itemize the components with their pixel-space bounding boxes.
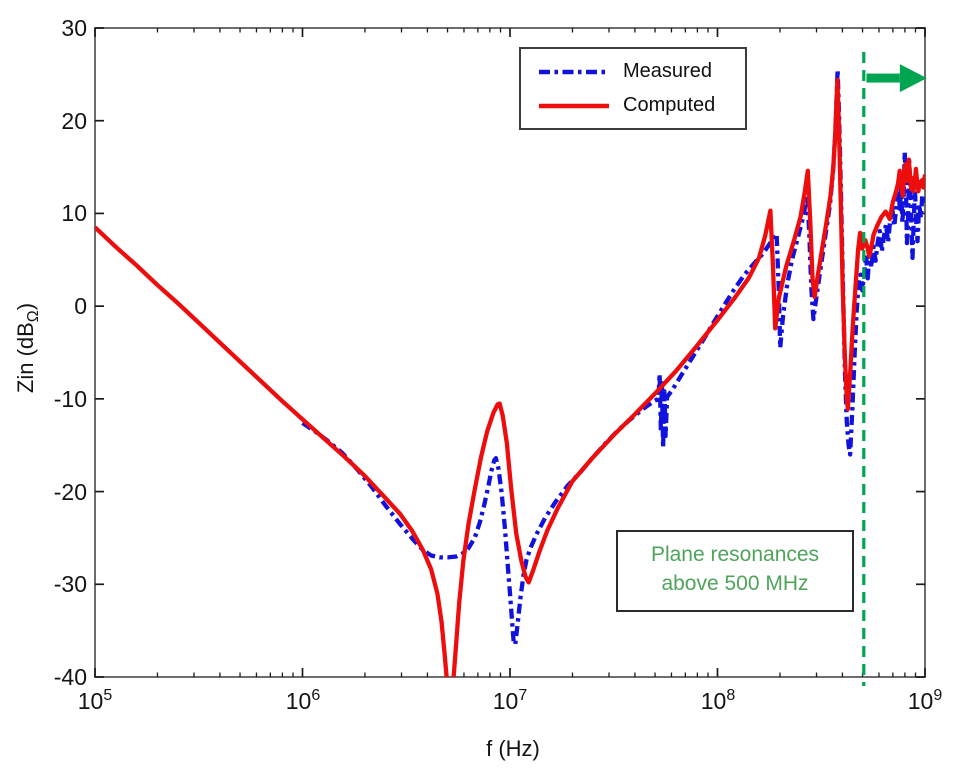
axis-ticks (94, 27, 926, 678)
x-axis-label: f (Hz) (486, 736, 540, 761)
y-tick-label: -30 (53, 571, 87, 597)
annotation-line-1: Plane resonances (650, 543, 820, 566)
annotation-line-2: above 500 MHz (661, 572, 809, 595)
legend-entry-computed: Computed (537, 94, 745, 117)
y-tick-label: -10 (53, 386, 87, 412)
y-tick-label: 10 (61, 200, 87, 226)
x-tick-label: 107 (492, 687, 528, 715)
measured-line-sample-icon (539, 69, 609, 74)
green-right-arrow-icon (866, 64, 927, 93)
legend-entry-measured: Measured (537, 60, 745, 83)
y-tick-label: -40 (53, 664, 87, 690)
y-tick-label: 20 (61, 108, 87, 134)
x-tick-label: 109 (907, 687, 943, 715)
legend-label-computed: Computed (623, 94, 716, 116)
legend-box: Measured Computed (519, 47, 747, 130)
y-tick-label: 0 (74, 293, 87, 319)
x-tick-label: 106 (285, 687, 321, 715)
x-tick-label: 108 (700, 687, 736, 715)
y-tick-label: -20 (53, 479, 87, 505)
annotation-box: Plane resonances above 500 MHz (616, 530, 854, 612)
series-computed-line (95, 77, 925, 677)
computed-line-sample-icon (539, 103, 609, 108)
series-group (95, 67, 925, 677)
x-tick-label: 105 (77, 687, 113, 715)
legend-label-measured: Measured (623, 60, 712, 82)
y-tick-label: 30 (61, 15, 87, 41)
series-measured-line (301, 67, 925, 647)
